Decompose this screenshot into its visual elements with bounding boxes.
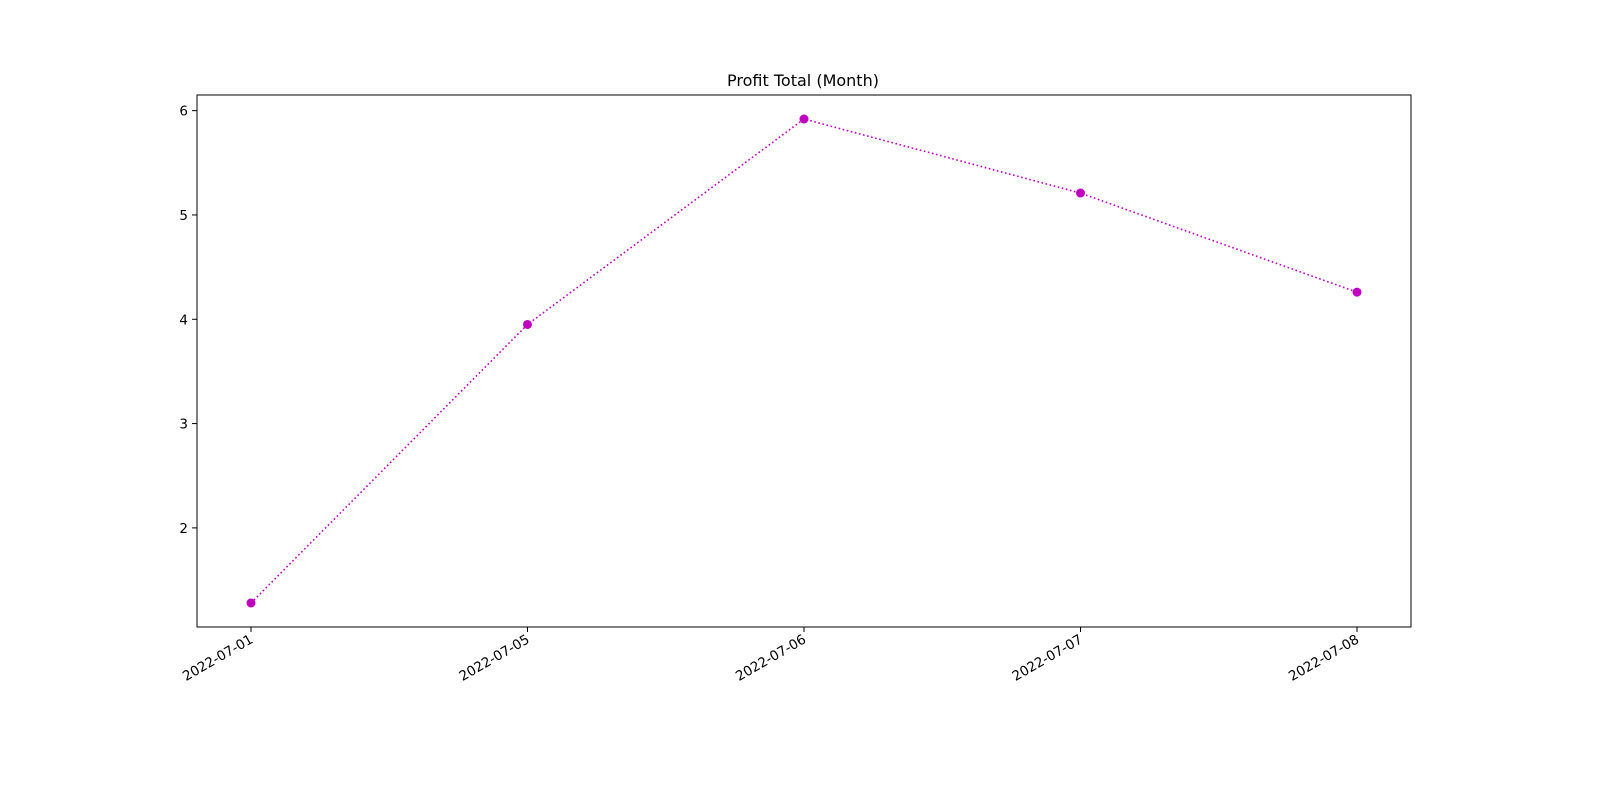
- y-tick-label: 2: [179, 521, 188, 537]
- data-point: [1076, 188, 1085, 198]
- y-tick-label: 6: [179, 104, 188, 120]
- data-point: [1352, 287, 1362, 297]
- y-tick-label: 5: [179, 208, 188, 224]
- y-tick-label: 3: [179, 417, 188, 433]
- y-tick-label: 4: [179, 312, 188, 328]
- chart-title: Profit Total (Month): [727, 71, 879, 90]
- data-point: [799, 114, 809, 124]
- data-point: [523, 319, 532, 329]
- data-point: [246, 598, 256, 608]
- series-line: [250, 118, 1358, 604]
